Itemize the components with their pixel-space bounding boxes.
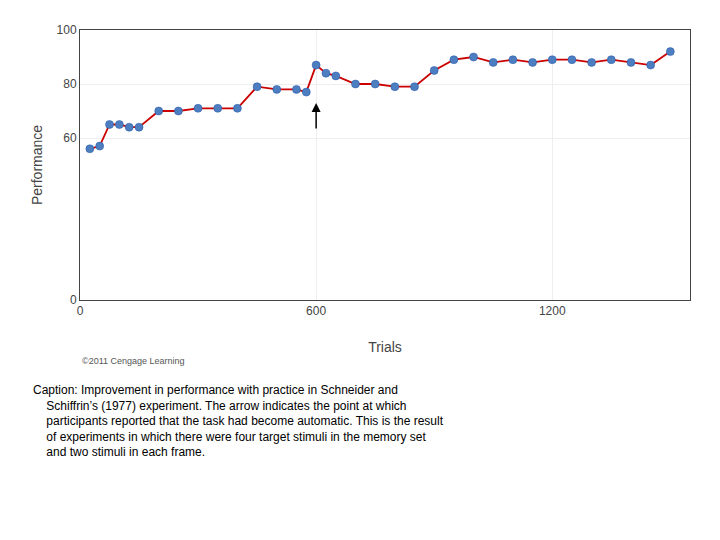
svg-text:0: 0 [70, 293, 77, 307]
svg-text:60: 60 [63, 131, 77, 145]
svg-text:0: 0 [77, 304, 84, 318]
svg-text:Performance: Performance [29, 125, 45, 205]
svg-text:80: 80 [63, 77, 77, 91]
svg-text:Caption: Improvement in perfor: Caption: Improvement in performance with… [33, 383, 444, 459]
svg-text:Trials: Trials [368, 339, 402, 355]
svg-text:600: 600 [306, 304, 326, 318]
svg-text:1200: 1200 [539, 304, 566, 318]
svg-text:100: 100 [57, 23, 77, 37]
svg-text:©2011 Cengage Learning: ©2011 Cengage Learning [82, 356, 185, 366]
